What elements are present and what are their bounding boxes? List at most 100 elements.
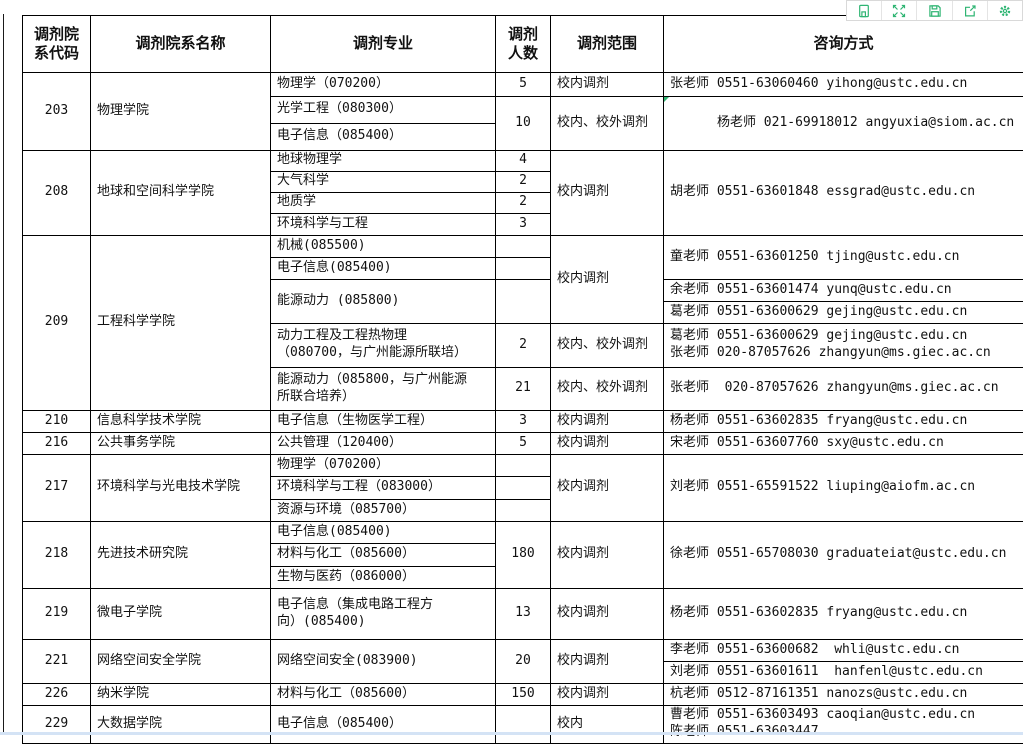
count-cell <box>496 279 551 323</box>
contact-cell: 葛老师 0551-63600629 gejing@ustc.edu.cn 张老师… <box>664 323 1023 367</box>
major-cell: 物理学（070200） <box>271 73 496 97</box>
contact-cell: 李老师 0551-63600682 whli@ustc.edu.cn <box>664 639 1023 661</box>
settings-button[interactable] <box>987 1 1022 20</box>
contact-text: 杨老师 021-69918012 angyuxia@siom.ac.cn <box>717 115 1014 130</box>
dept-code-cell: 208 <box>23 150 91 235</box>
table-row: 203 物理学院 物理学（070200） 5 校内调剂 张老师 0551-630… <box>23 73 1023 97</box>
major-cell: 地质学 <box>271 192 496 213</box>
major-cell: 生物与医药（086000） <box>271 566 496 588</box>
mobile-view-button[interactable] <box>847 1 881 20</box>
contact-cell: 葛老师 0551-63600629 gejing@ustc.edu.cn <box>664 301 1023 323</box>
count-cell: 5 <box>496 432 551 454</box>
table-row: 218 先进技术研究院 电子信息(085400) 180 校内调剂 徐老师 05… <box>23 521 1023 543</box>
count-cell: 4 <box>496 150 551 171</box>
scope-cell: 校内、校外调剂 <box>551 97 664 151</box>
contact-cell: 张老师 0551-63060460 yihong@ustc.edu.cn <box>664 73 1023 97</box>
table-row: 216 公共事务学院 公共管理（120400） 5 校内调剂 宋老师 0551-… <box>23 432 1023 454</box>
major-cell: 动力工程及工程热物理 （080700，与广州能源所联培） <box>271 323 496 367</box>
dept-name-cell: 纳米学院 <box>91 683 271 705</box>
major-cell: 能源动力（085800，与广州能源 所联合培养） <box>271 367 496 410</box>
contact-cell: 胡老师 0551-63601848 essgrad@ustc.edu.cn <box>664 150 1023 235</box>
count-cell: 180 <box>496 521 551 588</box>
table-row: 226 纳米学院 材料与化工（085600） 150 校内调剂 杭老师 0512… <box>23 683 1023 705</box>
contact-cell: 刘老师 0551-63601611 hanfenl@ustc.edu.cn <box>664 661 1023 683</box>
major-cell: 环境科学与工程 <box>271 213 496 235</box>
export-icon <box>963 4 977 18</box>
dept-code-cell: 217 <box>23 454 91 521</box>
count-cell: 5 <box>496 73 551 97</box>
scope-cell: 校内 <box>551 705 664 743</box>
table-row: 221 网络空间安全学院 网络空间安全(083900) 20 校内调剂 李老师 … <box>23 639 1023 661</box>
dept-code-cell: 226 <box>23 683 91 705</box>
dept-code-cell: 203 <box>23 73 91 151</box>
dept-code-cell: 229 <box>23 705 91 743</box>
contact-cell: 宋老师 0551-63607760 sxy@ustc.edu.cn <box>664 432 1023 454</box>
major-cell: 材料与化工（085600） <box>271 543 496 566</box>
dept-name-cell: 大数据学院 <box>91 705 271 743</box>
count-cell: 21 <box>496 367 551 410</box>
contact-cell: 张老师 020-87057626 zhangyun@ms.giec.ac.cn <box>664 367 1023 410</box>
major-cell: 电子信息（085400） <box>271 705 496 743</box>
major-cell: 能源动力 (085800) <box>271 279 496 323</box>
table-row: 208 地球和空间科学学院 地球物理学 4 校内调剂 胡老师 0551-6360… <box>23 150 1023 171</box>
header-row: 调剂院 系代码 调剂院系名称 调剂专业 调剂 人数 调剂范围 咨询方式 <box>23 16 1023 73</box>
scope-cell: 校内调剂 <box>551 150 664 235</box>
header-count: 调剂 人数 <box>496 16 551 73</box>
dept-name-cell: 先进技术研究院 <box>91 521 271 588</box>
major-cell: 材料与化工（085600） <box>271 683 496 705</box>
dept-code-cell: 216 <box>23 432 91 454</box>
dept-name-cell: 地球和空间科学学院 <box>91 150 271 235</box>
header-major: 调剂专业 <box>271 16 496 73</box>
dept-name-cell: 物理学院 <box>91 73 271 151</box>
major-cell: 光学工程（080300） <box>271 97 496 124</box>
table-row: 217 环境科学与光电技术学院 物理学（070200） 校内调剂 刘老师 055… <box>23 454 1023 476</box>
scope-cell: 校内、校外调剂 <box>551 367 664 410</box>
dept-code-cell: 210 <box>23 410 91 432</box>
count-cell: 20 <box>496 639 551 683</box>
contact-cell: 徐老师 0551-65708030 graduateiat@ustc.edu.c… <box>664 521 1023 588</box>
major-cell: 地球物理学 <box>271 150 496 171</box>
contact-cell: 童老师 0551-63601250 tjing@ustc.edu.cn <box>664 235 1023 279</box>
count-cell <box>496 454 551 476</box>
major-cell: 大气科学 <box>271 171 496 192</box>
save-button[interactable] <box>916 1 951 20</box>
contact-cell: 杭老师 0512-87161351 nanozs@ustc.edu.cn <box>664 683 1023 705</box>
fullscreen-button[interactable] <box>881 1 916 20</box>
table-row: 210 信息科学技术学院 电子信息（生物医学工程） 3 校内调剂 杨老师 055… <box>23 410 1023 432</box>
scope-cell: 校内调剂 <box>551 73 664 97</box>
count-cell <box>496 499 551 521</box>
contact-cell: 余老师 0551-63601474 yunq@ustc.edu.cn <box>664 279 1023 301</box>
count-cell <box>496 476 551 499</box>
count-cell: 2 <box>496 171 551 192</box>
dept-name-cell: 环境科学与光电技术学院 <box>91 454 271 521</box>
cell-comment-marker <box>664 97 669 102</box>
contact-cell: 刘老师 0551-65591522 liuping@aiofm.ac.cn <box>664 454 1023 521</box>
major-cell: 环境科学与工程（083000） <box>271 476 496 499</box>
settings-gear-icon <box>998 4 1012 18</box>
dept-code-cell: 218 <box>23 521 91 588</box>
scope-cell: 校内调剂 <box>551 521 664 588</box>
dept-code-cell: 221 <box>23 639 91 683</box>
contact-cell: 曹老师 0551-63603493 caoqian@ustc.edu.cn 陈老… <box>664 705 1023 743</box>
header-dept-name: 调剂院系名称 <box>91 16 271 73</box>
contact-cell: 杨老师 0551-63602835 fryang@ustc.edu.cn <box>664 588 1023 639</box>
dept-code-cell: 209 <box>23 235 91 410</box>
sheet-left-edge-line <box>3 14 4 733</box>
viewer-toolbar <box>846 0 1023 21</box>
dept-name-cell: 公共事务学院 <box>91 432 271 454</box>
scope-cell: 校内调剂 <box>551 639 664 683</box>
major-cell: 物理学（070200） <box>271 454 496 476</box>
count-cell: 10 <box>496 97 551 151</box>
count-cell <box>496 705 551 743</box>
export-button[interactable] <box>952 1 987 20</box>
contact-cell: 杨老师 0551-63602835 fryang@ustc.edu.cn <box>664 410 1023 432</box>
header-dept-code: 调剂院 系代码 <box>23 16 91 73</box>
scope-cell: 校内调剂 <box>551 683 664 705</box>
scope-cell: 校内调剂 <box>551 235 664 323</box>
save-icon <box>928 4 942 18</box>
scope-cell: 校内、校外调剂 <box>551 323 664 367</box>
major-cell: 电子信息(085400) <box>271 257 496 279</box>
table-row: 229 大数据学院 电子信息（085400） 校内 曹老师 0551-63603… <box>23 705 1023 743</box>
dept-code-cell: 219 <box>23 588 91 639</box>
major-cell: 机械(085500) <box>271 235 496 257</box>
